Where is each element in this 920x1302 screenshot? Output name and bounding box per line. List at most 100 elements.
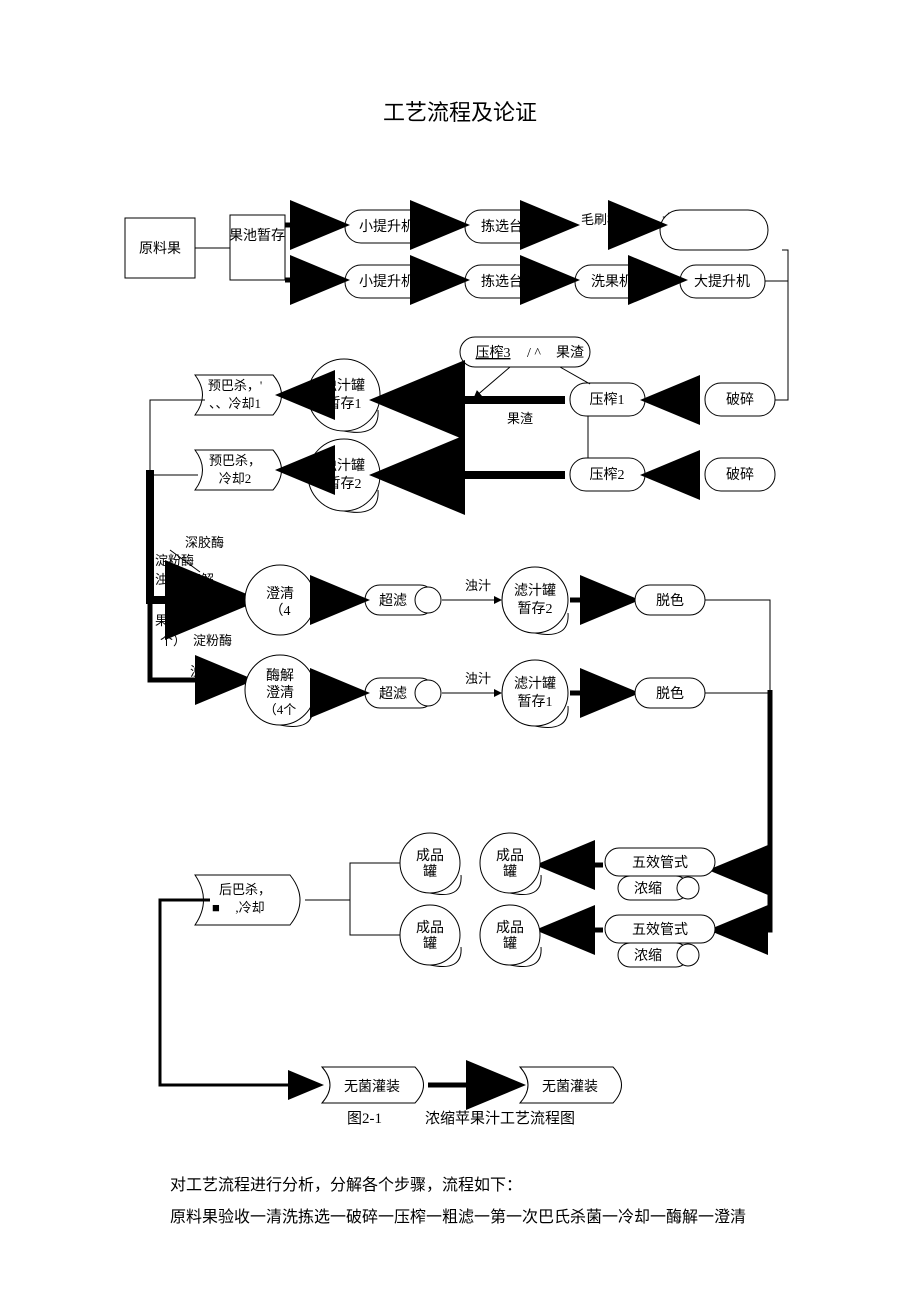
turbid-tank-2-node: 浊汁罐 暂存2 [308, 439, 380, 512]
starch-enzyme-label: 淀粉酶 [155, 553, 194, 568]
svg-text:大提升机: 大提升机 [694, 274, 750, 290]
pre-pasteur-2-node: 预巴杀， 冷却2 [195, 450, 282, 490]
svg-text:浊汁罐: 浊汁罐 [323, 458, 365, 474]
press3-node: 压榨3 / ^ 果渣 [460, 337, 590, 367]
turbid-tank-1-node: 浊汁罐 暂存1 [308, 359, 380, 432]
svg-text:原料果: 原料果 [139, 241, 181, 257]
svg-text:成品: 成品 [496, 920, 524, 936]
edge [150, 400, 205, 475]
svg-text:压榨1: 压榨1 [590, 391, 625, 408]
deep-enzyme-label: 深胶酶 [185, 535, 224, 550]
big-lift-top-node [660, 210, 768, 250]
svg-text:超滤: 超滤 [379, 686, 407, 702]
aseptic-2-node: 无菌灌装 [520, 1067, 622, 1103]
svg-text:预巴杀，: 预巴杀， [209, 453, 261, 468]
body-text-2: 原料果验收一清洗拣选一破碎一压榨一粗滤一第一次巴氏杀菌一冷却一酶解一澄清 [170, 1202, 746, 1234]
svg-text:暂存1: 暂存1 [518, 694, 553, 710]
five-effect-1-node: 五效管式 浓缩 [605, 848, 715, 900]
aseptic-1-node: 无菌灌装 [322, 1067, 424, 1103]
starch-enzyme-2-label: 淀粉酶 [193, 633, 232, 648]
body-text-1: 对工艺流程进行分析，分解各个步骤，流程如下： [170, 1170, 522, 1202]
svg-text:破碎: 破碎 [726, 392, 754, 408]
svg-text:冷却2: 冷却2 [219, 471, 252, 486]
svg-text:无菌灌装: 无菌灌装 [542, 1079, 598, 1095]
big-lift-2-node: 大提升机 [680, 265, 765, 298]
raw-fruit-node: 原料果 [125, 218, 195, 278]
svg-text:超滤: 超滤 [379, 593, 407, 609]
svg-text:小提升机: 小提升机 [359, 219, 415, 235]
product-2b-node: 成品 罐 [480, 905, 541, 967]
svg-text:罐: 罐 [503, 864, 517, 880]
pool-node: 果池暂存 [229, 215, 285, 280]
svg-text:小提升机: 小提升机 [359, 274, 415, 290]
svg-text:滤汁罐: 滤汁罐 [514, 583, 556, 599]
svg-text:滤汁罐: 滤汁罐 [514, 676, 556, 692]
edge [560, 367, 590, 384]
svg-text:暂存2: 暂存2 [327, 476, 362, 492]
svg-text:（4: （4 [270, 603, 291, 619]
svg-text:压榨2: 压榨2 [590, 466, 625, 483]
svg-text:拣选台: 拣选台 [481, 274, 523, 290]
svg-text:成品: 成品 [416, 920, 444, 936]
turbid-label-left: 浊汁 [190, 664, 216, 679]
edge [350, 900, 400, 935]
svg-text:（4个: （4个 [264, 702, 297, 717]
svg-text:预巴杀，': 预巴杀，' [208, 378, 262, 393]
turbid-label-1: 浊汁 [465, 578, 491, 593]
caption-label: 图2-1 [347, 1107, 382, 1128]
decolor-2-node: 脱色 [635, 678, 705, 708]
svg-text:脱色: 脱色 [656, 592, 684, 609]
svg-text:暂存2: 暂存2 [518, 601, 553, 617]
svg-text:洗果机: 洗果机 [591, 274, 633, 290]
svg-text:成品: 成品 [496, 848, 524, 864]
edge-thick [160, 900, 318, 1085]
filter-tank-2-node: 滤汁罐 暂存2 [502, 567, 568, 634]
svg-text:五效管式: 五效管式 [632, 855, 688, 871]
turbid-label-2: 浊汁 [465, 671, 491, 686]
svg-text:成品: 成品 [416, 848, 444, 864]
svg-text:酶解: 酶解 [266, 668, 294, 684]
svg-text:后巴杀，: 后巴杀， [219, 882, 271, 897]
product-2a-node: 成品 罐 [400, 905, 461, 967]
crush-1-node: 破碎 [705, 383, 775, 416]
svg-text:果池暂存: 果池暂存 [229, 228, 285, 244]
caption: 浓缩苹果汁工艺流程图 [425, 1107, 575, 1128]
small-lift-1-node: 小提升机 [345, 210, 430, 243]
edge [770, 250, 788, 400]
clarify-2-node: 酶解 澄清 （4个 [245, 655, 315, 726]
ultra-1-node: 超滤 [365, 585, 441, 615]
svg-text:毛刷机J: 毛刷机J [581, 212, 625, 227]
fruit-enzyme-label: 果胶酶、 [155, 613, 207, 628]
svg-text:,冷却: ,冷却 [235, 900, 264, 915]
svg-text:罐: 罐 [423, 936, 437, 952]
svg-text:浓缩: 浓缩 [634, 881, 662, 897]
svg-text:浓缩: 浓缩 [634, 948, 662, 964]
sort-1-node: 拣选台 [465, 210, 540, 243]
edge [305, 863, 400, 900]
edge-thick [718, 870, 770, 930]
ultra-2-node: 超滤 [365, 678, 441, 708]
svg-text:澄清: 澄清 [266, 586, 294, 602]
press-1-node: 压榨1 [570, 383, 645, 416]
crush-2-node: 破碎 [705, 458, 775, 491]
svg-text:压榨3: 压榨3 [476, 344, 511, 361]
svg-text:澄清: 澄清 [266, 685, 294, 701]
edge-thick [718, 690, 770, 870]
svg-text:拣选台: 拣选台 [481, 219, 523, 235]
residue-label: 果渣 [507, 411, 533, 426]
pre-pasteur-1-node: 预巴杀，' 、、冷却1 [195, 375, 282, 415]
svg-text:■: ■ [212, 900, 220, 915]
svg-text:罐: 罐 [503, 936, 517, 952]
decolor-1-node: 脱色 [635, 585, 705, 615]
turbid-enzyme-label: 浊汁 /酶解 [155, 572, 214, 587]
svg-text:破碎: 破碎 [726, 467, 754, 483]
page: 工艺流程及论证 原料果 果池暂存 小提升机 拣选台 毛刷机J 大提升机 小提升机… [0, 0, 920, 1302]
svg-text:脱色: 脱色 [656, 685, 684, 702]
svg-text:五效管式: 五效管式 [632, 922, 688, 938]
five-effect-2-node: 五效管式 浓缩 [605, 915, 715, 967]
clarify-1-node: 澄清 （4 [245, 565, 315, 635]
filter-tank-1-node: 滤汁罐 暂存1 [502, 660, 568, 727]
sort-2-node: 拣选台 [465, 265, 540, 298]
svg-text:暂存1: 暂存1 [327, 396, 362, 412]
edge [475, 367, 510, 397]
